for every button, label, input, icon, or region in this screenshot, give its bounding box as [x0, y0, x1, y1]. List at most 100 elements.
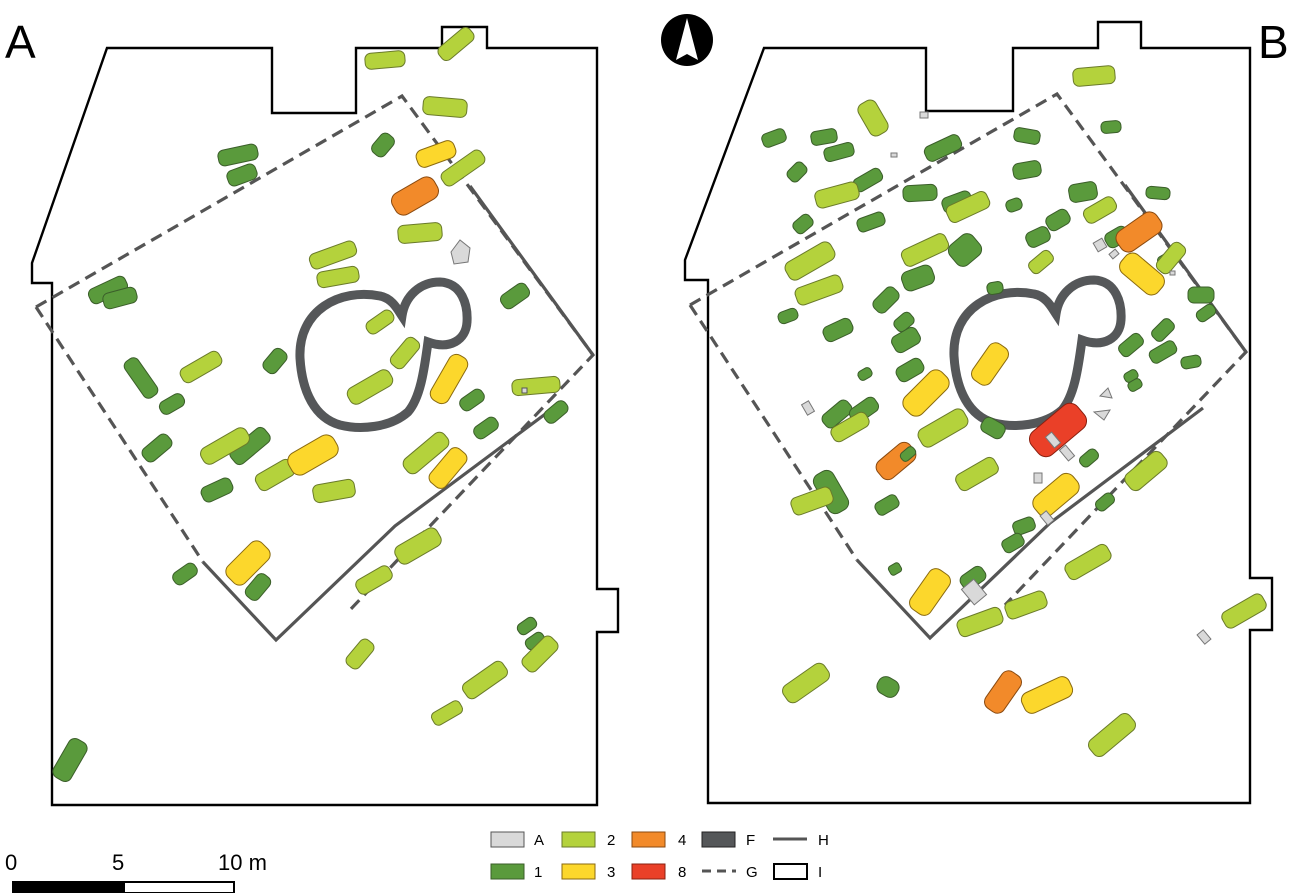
features-class-2-a: [179, 26, 561, 726]
legend-item-1: 1: [490, 863, 542, 881]
feature-2: [312, 478, 356, 504]
kiln-feature-b: [949, 275, 1126, 430]
feature-1: [876, 676, 900, 698]
feature-2: [1088, 712, 1136, 758]
legend-label-h: H: [818, 832, 829, 849]
feature-2: [955, 456, 999, 492]
feature-1: [516, 616, 538, 636]
excavation-boundary-a: [30, 25, 620, 807]
features-class-a-b: [800, 111, 1212, 645]
legend-swatch-3: [561, 863, 596, 880]
feature-2: [1221, 593, 1267, 629]
feature-4: [391, 176, 439, 216]
feature-2: [1155, 241, 1187, 275]
feature-1: [1127, 378, 1143, 392]
legend-label-i: I: [818, 864, 822, 881]
feature-1: [947, 233, 983, 267]
feature-3: [415, 140, 457, 168]
feature-3: [1032, 472, 1080, 518]
feature-1: [1187, 286, 1215, 304]
feature-a: [1044, 431, 1062, 449]
legend-item-2: 2: [561, 831, 615, 849]
feature-2: [1064, 543, 1112, 581]
feature-2: [308, 240, 358, 270]
feature-a: [1169, 270, 1176, 276]
feature-2: [389, 336, 421, 370]
feature-1: [887, 562, 903, 576]
feature-1: [899, 446, 917, 462]
feature-1: [1025, 226, 1051, 248]
panel-b-label: B: [1258, 16, 1289, 68]
feature-2: [316, 265, 360, 289]
legend-swatch-4: [631, 831, 666, 848]
feature-1: [777, 307, 799, 325]
legend-swatch-8: [631, 863, 666, 880]
feature-1: [473, 416, 499, 440]
feature-8: [1028, 402, 1088, 458]
feature-1: [810, 128, 838, 146]
feature-2: [511, 375, 561, 397]
feature-2: [402, 431, 450, 475]
feature-1: [891, 326, 921, 354]
feature-2: [462, 660, 508, 700]
feature-2: [364, 50, 406, 70]
legend-label-2: 2: [607, 832, 615, 849]
features-class-3-b: [902, 252, 1165, 714]
kiln-feature-a: [295, 277, 472, 432]
feature-2: [1028, 249, 1054, 275]
panel-b: B: [661, 14, 1289, 805]
legend-item-a: A: [490, 831, 544, 849]
features-class-3-a: [225, 140, 469, 586]
scale-segment-black: [12, 881, 124, 893]
feature-a: [1092, 409, 1111, 421]
feature-1: [1100, 120, 1122, 134]
feature-1: [923, 134, 963, 162]
feature-a: [1039, 510, 1055, 526]
feature-1: [1005, 197, 1023, 213]
legend-label-a: A: [534, 832, 544, 849]
feature-2: [782, 662, 830, 704]
feature-1: [1145, 185, 1171, 201]
feature-3: [1020, 676, 1074, 714]
feature-a: [450, 239, 471, 265]
feature-3: [1119, 252, 1165, 296]
feature-1: [821, 399, 853, 429]
scale-segment-white: [123, 881, 235, 893]
feature-2: [1082, 196, 1118, 224]
feature-2: [900, 233, 950, 267]
legend-label-1: 1: [534, 864, 542, 881]
feature-1: [1079, 448, 1099, 468]
enclosure-dashed-a: [34, 93, 596, 614]
feature-1: [874, 494, 900, 516]
feature-1: [371, 132, 395, 158]
feature-2: [397, 222, 443, 244]
legend-swatch-1: [490, 863, 525, 880]
scale-tick-0: 0: [5, 850, 17, 875]
feature-1: [262, 347, 288, 375]
feature-1: [872, 286, 900, 314]
feature-1: [52, 738, 88, 782]
feature-1: [1012, 160, 1042, 180]
feature-2: [430, 700, 464, 726]
feature-a: [1058, 444, 1076, 462]
feature-1: [1095, 492, 1115, 512]
feature-1: [980, 416, 1006, 440]
scale-bar: 0 5 10 m: [5, 850, 267, 893]
feature-a: [800, 400, 816, 416]
feature-1: [986, 280, 1004, 296]
feature-4: [1115, 211, 1163, 253]
legend-item-4: 4: [631, 831, 686, 849]
feature-2: [956, 606, 1004, 638]
feature-1: [1180, 354, 1202, 370]
feature-2: [440, 149, 486, 187]
feature-1: [226, 163, 258, 187]
feature-2: [200, 427, 250, 465]
scale-tick-5: 5: [112, 850, 124, 875]
feature-3: [971, 342, 1009, 386]
panel-a: A: [5, 16, 620, 807]
feature-a: [960, 578, 988, 606]
feature-2: [346, 369, 394, 405]
feature-1: [857, 367, 873, 381]
feature-1: [499, 282, 531, 310]
